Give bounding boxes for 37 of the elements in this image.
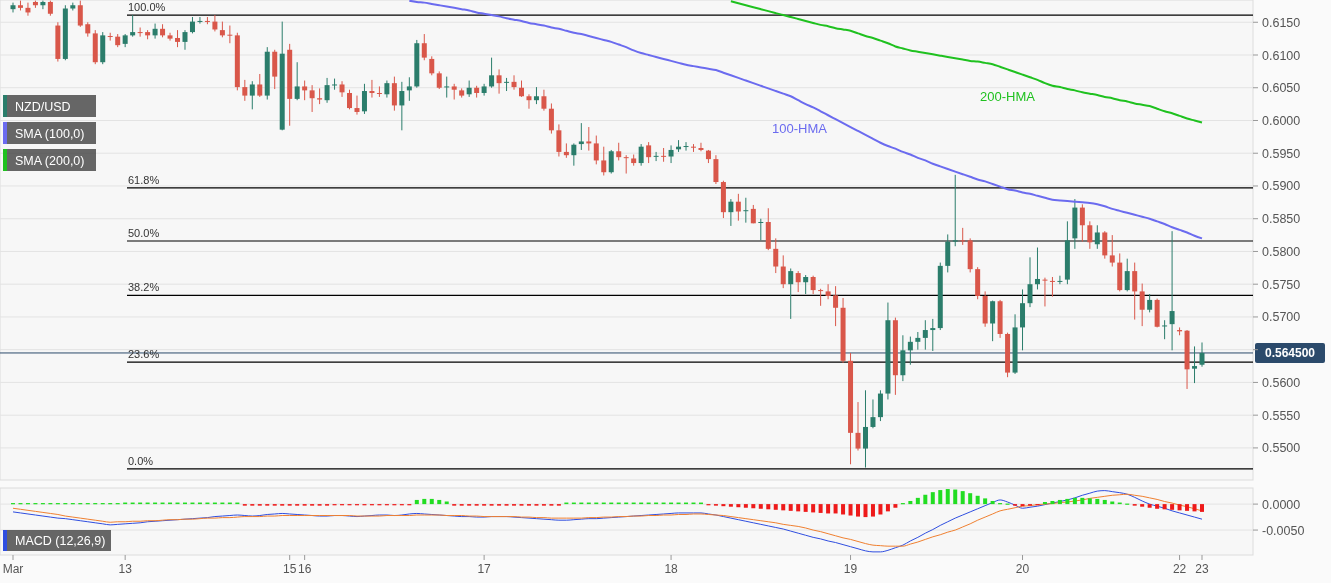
y-tick-label: 0.6000 — [1262, 113, 1301, 128]
y-tick-label: 0.5850 — [1262, 212, 1301, 227]
ref-line-label: 0.564500 — [1264, 346, 1316, 361]
x-tick-label: 18 — [664, 562, 679, 576]
x-tick-label: 15 — [283, 562, 297, 576]
annotation: 61.8% — [128, 173, 160, 186]
x-tick-label: 17 — [477, 562, 492, 576]
x-tick-label: 22 — [1172, 562, 1187, 576]
x-tick-label: 20 — [1015, 562, 1030, 576]
x-tick-label: 23 — [1195, 562, 1209, 576]
annotation: 0.0% — [128, 454, 154, 467]
annotation: 100-HMA — [772, 121, 828, 136]
y-tick-label: 0.6050 — [1262, 81, 1301, 96]
y-tick-label: 0.0000 — [1262, 497, 1301, 512]
annotation: 100.0% — [128, 1, 166, 14]
y-tick-label: 0.5800 — [1262, 244, 1301, 259]
legend-label: SMA (200,0) — [15, 153, 85, 168]
text: MACD (12,26,9) — [15, 534, 106, 548]
y-tick-label: 0.5950 — [1262, 146, 1301, 161]
y-tick-label: 0.5600 — [1262, 375, 1301, 390]
annotation: 38.2% — [128, 281, 160, 294]
y-tick-label: 0.5750 — [1262, 277, 1301, 292]
y-tick-label: -0.0050 — [1262, 523, 1305, 538]
y-tick-label: 0.6150 — [1262, 15, 1301, 30]
y-tick-label: 0.5900 — [1262, 179, 1301, 194]
legend-label: NZD/USD — [15, 99, 71, 114]
x-tick-label: 16 — [297, 562, 312, 576]
y-tick-label: 0.5500 — [1262, 441, 1301, 456]
legend-label: SMA (100,0) — [15, 126, 85, 141]
y-tick-label: 0.6100 — [1262, 48, 1301, 63]
annotation: 50.0% — [128, 226, 160, 239]
x-tick-label: 19 — [843, 562, 858, 576]
y-tick-label: 0.5700 — [1262, 310, 1301, 325]
x-tick-label: Mar — [2, 562, 24, 576]
annotation: 200-HMA — [980, 89, 1036, 104]
y-tick-label: 0.5550 — [1262, 408, 1301, 423]
x-tick-label: 13 — [118, 562, 133, 576]
